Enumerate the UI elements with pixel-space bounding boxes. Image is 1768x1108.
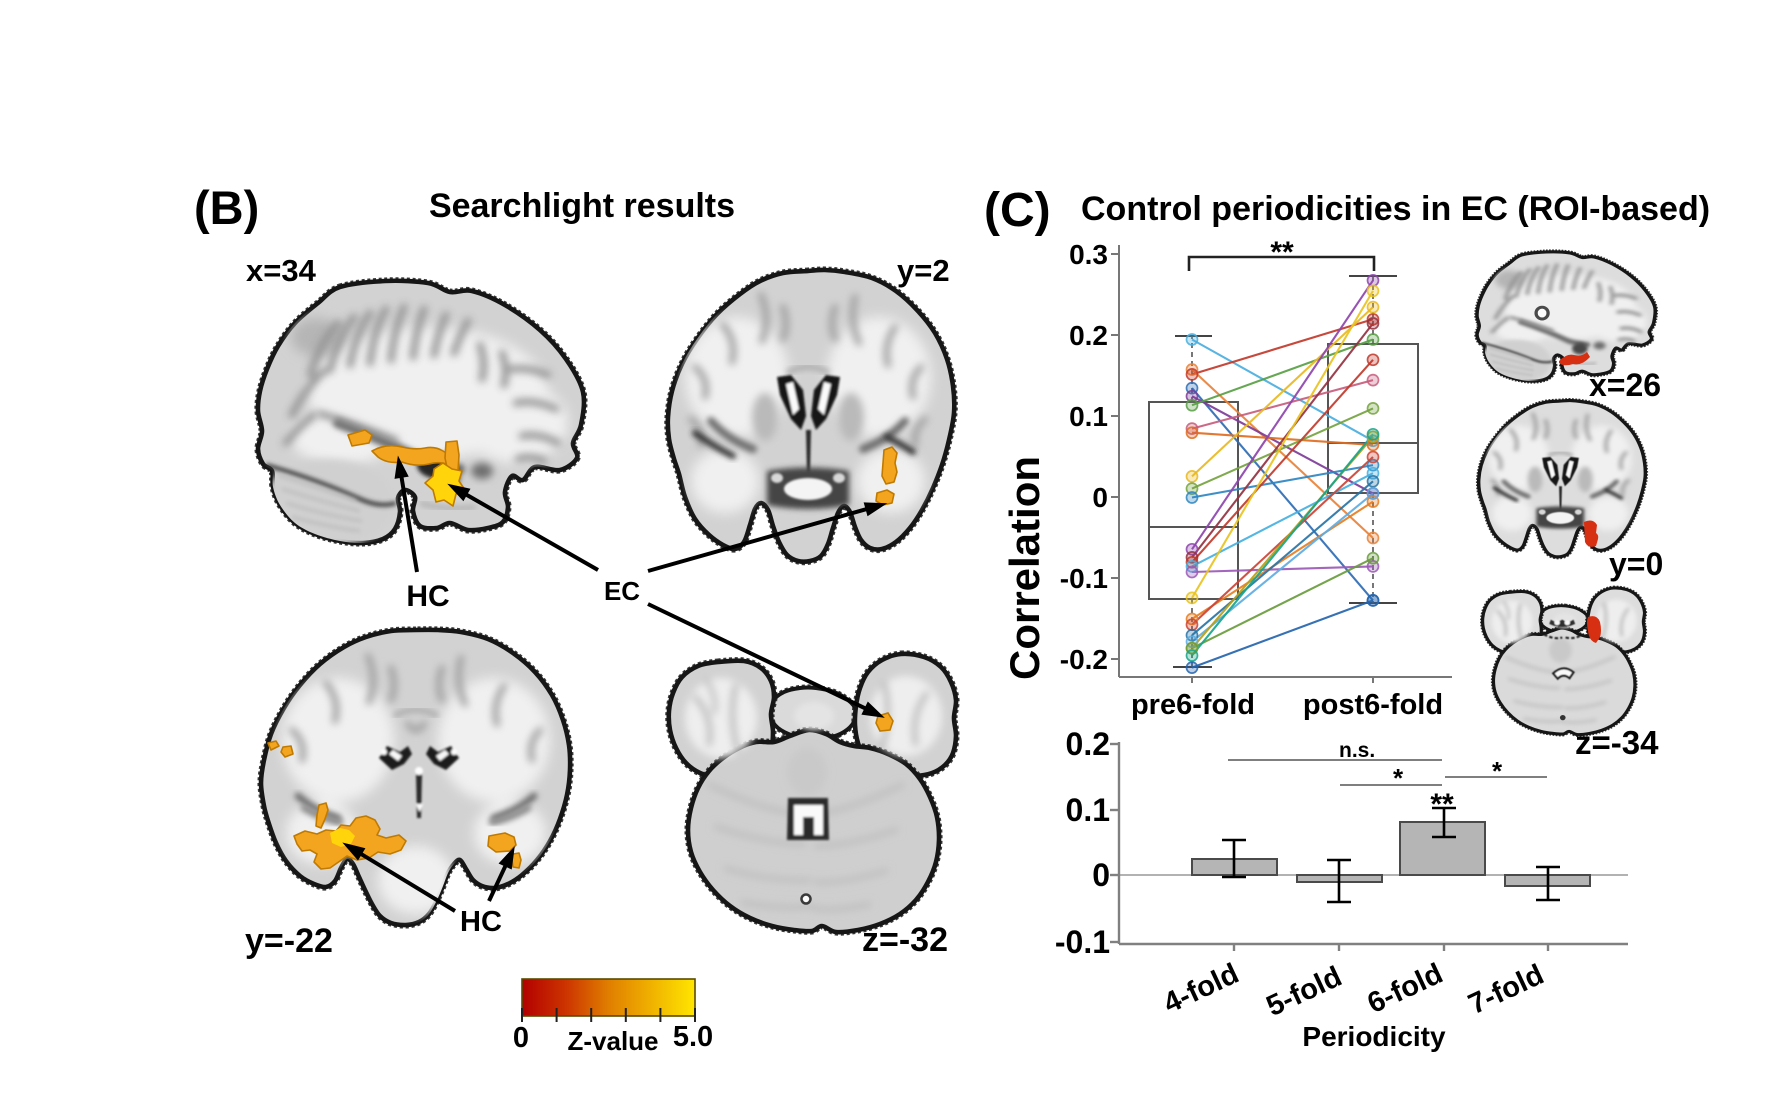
svg-text:0: 0 [513, 1022, 529, 1054]
svg-text:x=34: x=34 [246, 253, 317, 288]
svg-text:5-fold: 5-fold [1262, 961, 1347, 1023]
svg-text:*: * [1492, 756, 1503, 786]
svg-text:EC: EC [604, 576, 640, 606]
svg-text:0: 0 [1092, 857, 1110, 893]
svg-text:x=26: x=26 [1589, 367, 1661, 403]
svg-text:-0.2: -0.2 [1060, 644, 1108, 675]
svg-text:7-fold: 7-fold [1464, 959, 1549, 1021]
svg-text:-0.1: -0.1 [1055, 924, 1110, 960]
svg-text:0.1: 0.1 [1066, 792, 1110, 828]
svg-text:**: ** [1270, 236, 1294, 269]
svg-text:Periodicity: Periodicity [1302, 1021, 1446, 1052]
svg-text:Searchlight results: Searchlight results [429, 187, 735, 225]
svg-text:0.2: 0.2 [1069, 320, 1108, 351]
svg-text:pre6-fold: pre6-fold [1131, 689, 1255, 721]
svg-text:*: * [1393, 763, 1404, 793]
svg-text:y=-22: y=-22 [245, 922, 333, 960]
svg-text:Correlation: Correlation [1001, 456, 1048, 680]
svg-text:Control periodicities in EC (R: Control periodicities in EC (ROI-based) [1081, 190, 1710, 228]
svg-text:4-fold: 4-fold [1159, 958, 1244, 1020]
svg-text:-0.1: -0.1 [1060, 563, 1108, 594]
svg-text:0.1: 0.1 [1069, 401, 1108, 432]
svg-text:0: 0 [1092, 482, 1108, 513]
svg-text:post6-fold: post6-fold [1303, 689, 1443, 721]
svg-text:y=0: y=0 [1609, 546, 1663, 582]
svg-text:0.3: 0.3 [1069, 239, 1108, 270]
svg-text:y=2: y=2 [897, 253, 950, 288]
svg-text:Z-value: Z-value [567, 1026, 658, 1056]
svg-text:z=-34: z=-34 [1575, 724, 1659, 761]
svg-text:**: ** [1430, 788, 1454, 821]
svg-text:6-fold: 6-fold [1363, 958, 1448, 1020]
svg-text:HC: HC [460, 906, 502, 938]
svg-text:(C): (C) [984, 184, 1051, 237]
svg-text:n.s.: n.s. [1339, 739, 1375, 762]
svg-text:5.0: 5.0 [673, 1021, 713, 1053]
svg-text:(B): (B) [194, 181, 259, 234]
svg-text:HC: HC [406, 580, 449, 613]
svg-text:0.2: 0.2 [1066, 726, 1110, 762]
